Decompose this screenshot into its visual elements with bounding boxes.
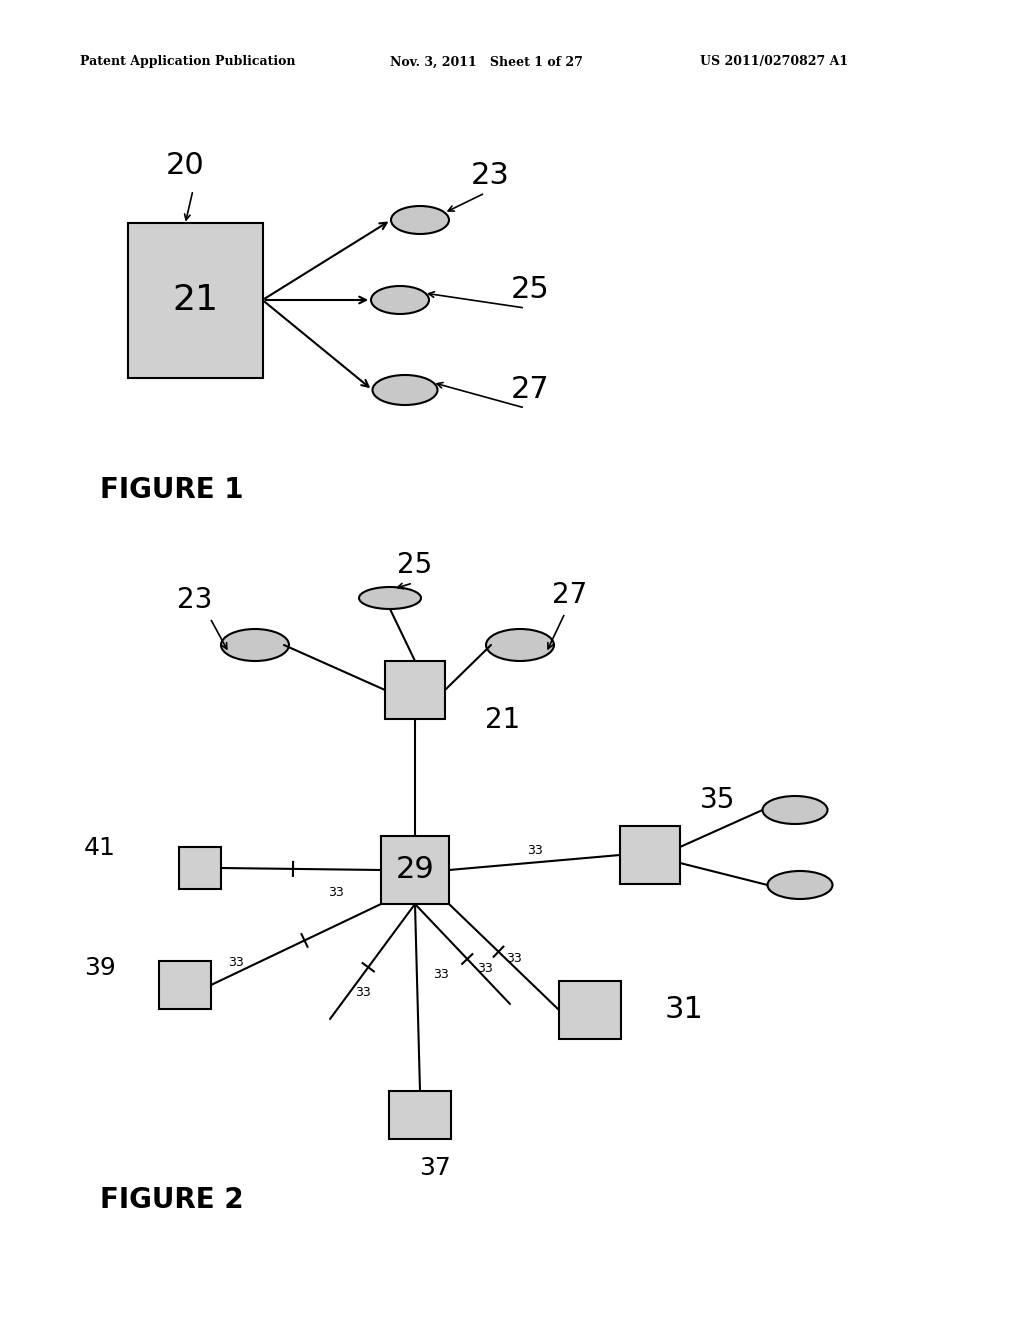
Text: Patent Application Publication: Patent Application Publication: [80, 55, 296, 69]
Text: 41: 41: [84, 836, 116, 861]
Text: 33: 33: [477, 962, 493, 975]
Text: 21: 21: [485, 706, 520, 734]
Text: FIGURE 1: FIGURE 1: [100, 477, 244, 504]
Text: 23: 23: [471, 161, 509, 190]
Ellipse shape: [763, 796, 827, 824]
Text: 33: 33: [433, 968, 449, 981]
FancyBboxPatch shape: [381, 836, 449, 904]
Ellipse shape: [391, 206, 449, 234]
FancyBboxPatch shape: [620, 826, 680, 884]
Text: 39: 39: [84, 956, 116, 979]
Text: 27: 27: [552, 581, 588, 609]
Ellipse shape: [768, 871, 833, 899]
Ellipse shape: [221, 630, 289, 661]
Text: 37: 37: [419, 1156, 451, 1180]
Ellipse shape: [373, 375, 437, 405]
FancyBboxPatch shape: [559, 981, 621, 1039]
FancyBboxPatch shape: [385, 661, 445, 719]
Text: 27: 27: [511, 375, 549, 404]
Text: 33: 33: [506, 953, 522, 965]
FancyBboxPatch shape: [179, 847, 221, 888]
Text: 33: 33: [228, 957, 244, 969]
Text: Nov. 3, 2011   Sheet 1 of 27: Nov. 3, 2011 Sheet 1 of 27: [390, 55, 583, 69]
Text: 23: 23: [177, 586, 213, 614]
Text: 20: 20: [166, 150, 205, 180]
Ellipse shape: [371, 286, 429, 314]
Ellipse shape: [359, 587, 421, 609]
Text: US 2011/0270827 A1: US 2011/0270827 A1: [700, 55, 848, 69]
Ellipse shape: [486, 630, 554, 661]
FancyBboxPatch shape: [389, 1092, 451, 1139]
Text: 25: 25: [397, 550, 432, 579]
Text: 33: 33: [526, 843, 543, 857]
Text: 31: 31: [665, 995, 703, 1024]
Text: 21: 21: [172, 282, 218, 317]
Text: 33: 33: [328, 886, 344, 899]
Text: 33: 33: [355, 986, 371, 998]
Text: 29: 29: [395, 855, 434, 884]
Text: 35: 35: [700, 785, 735, 814]
FancyBboxPatch shape: [159, 961, 211, 1008]
FancyBboxPatch shape: [128, 223, 262, 378]
Text: 25: 25: [511, 276, 549, 305]
Text: FIGURE 2: FIGURE 2: [100, 1185, 244, 1214]
